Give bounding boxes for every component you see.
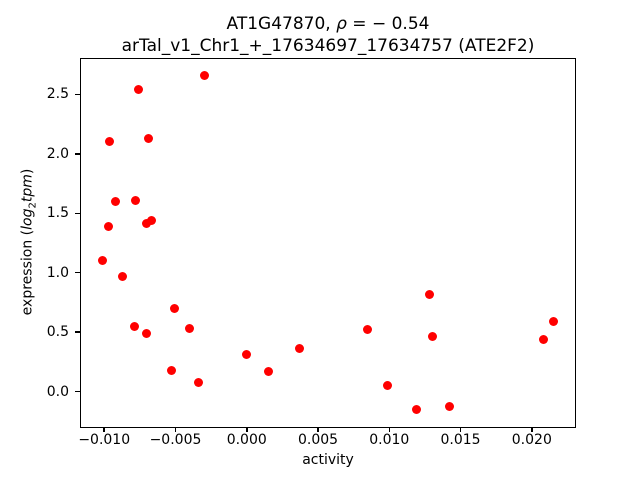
y-tick-mark (75, 212, 80, 215)
y-tick-label: 2.0 (46, 145, 69, 162)
data-point (129, 321, 139, 331)
x-tick-label: 0.015 (440, 432, 481, 448)
data-point (104, 221, 113, 231)
data-point (185, 324, 195, 334)
x-tick-label: −0.005 (149, 432, 202, 448)
title-separator: , (325, 14, 337, 34)
data-point (444, 402, 454, 412)
data-point (131, 195, 141, 205)
x-tick-label: 0.010 (369, 432, 410, 448)
data-point (263, 366, 273, 376)
data-point (142, 219, 152, 229)
x-tick-label: 0.005 (297, 432, 339, 448)
data-point (411, 404, 421, 414)
x-tick-mark (388, 427, 391, 433)
x-tick-mark (459, 427, 462, 433)
chart-title-line2: arTal_v1_Chr1_+_17634697_17634757 (ATE2F… (121, 36, 535, 56)
y-tick-label: 0.5 (46, 324, 69, 341)
data-point (118, 271, 128, 281)
data-point (98, 256, 108, 266)
data-point (548, 316, 558, 326)
data-point (111, 196, 121, 206)
data-point (538, 334, 548, 344)
data-point (146, 215, 156, 225)
data-point (166, 365, 176, 375)
data-point (424, 289, 434, 299)
x-tick-mark (103, 427, 105, 433)
y-tick-mark (75, 331, 80, 333)
data-point (143, 133, 153, 143)
data-point (169, 303, 179, 313)
y-tick-mark (75, 153, 80, 155)
y-tick-mark (75, 271, 80, 274)
plot-area (80, 57, 576, 428)
data-point (193, 377, 203, 387)
data-point (294, 344, 304, 354)
rho-value: = − 0.54 (346, 14, 430, 34)
y-tick-label: 1.0 (46, 264, 69, 281)
y-tick-label: 1.5 (46, 205, 69, 222)
x-axis-label: activity (302, 452, 354, 468)
x-tick-label: 0.000 (226, 432, 267, 448)
y-tick-label: 2.5 (46, 86, 69, 103)
data-point (133, 85, 143, 95)
data-point (199, 70, 209, 80)
y-tick-mark (75, 390, 80, 393)
data-point (242, 350, 252, 360)
rho-symbol: ρ (336, 14, 347, 34)
y-axis-label: expression (log2tpm) (19, 168, 39, 316)
data-point (105, 137, 115, 147)
chart-title: AT1G47870, ρ = − 0.54 arTal_v1_Chr1_+_17… (122, 13, 535, 57)
chart-title-line1: AT1G47870, ρ = − 0.54 (122, 13, 535, 35)
y-tick-mark (75, 93, 80, 96)
x-tick-label: 0.020 (511, 432, 552, 448)
x-tick-mark (317, 427, 319, 433)
data-point (363, 325, 373, 335)
x-tick-label: −0.010 (78, 432, 131, 448)
data-point (383, 381, 393, 391)
x-tick-mark (246, 427, 248, 433)
y-tick-label: 0.0 (46, 383, 69, 400)
gene-id: AT1G47870 (226, 14, 326, 34)
data-point (142, 328, 152, 338)
x-tick-mark (531, 427, 533, 433)
x-tick-mark (174, 427, 177, 433)
data-point (427, 332, 437, 342)
